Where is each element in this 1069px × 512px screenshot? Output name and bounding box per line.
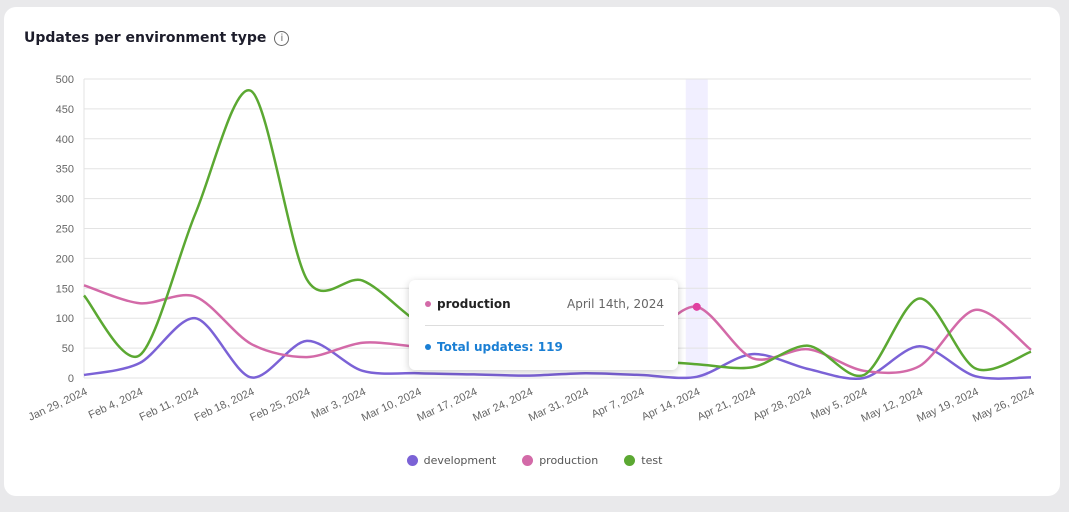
divider xyxy=(425,325,664,326)
x-tick-label: Feb 4, 2024 xyxy=(87,386,145,422)
y-tick-label: 150 xyxy=(56,283,74,295)
y-tick-label: 50 xyxy=(62,343,74,355)
total-dot xyxy=(425,344,431,350)
legend-production[interactable]: production xyxy=(522,454,598,467)
y-tick-label: 0 xyxy=(68,373,74,385)
tooltip-total: Total updates: 119 xyxy=(437,340,563,354)
x-tick-label: Feb 11, 2024 xyxy=(138,386,201,424)
x-tick-label: Mar 3, 2024 xyxy=(310,386,368,422)
y-tick-label: 200 xyxy=(56,253,74,265)
y-tick-label: 250 xyxy=(56,224,74,236)
x-tick-label: Jan 29, 2024 xyxy=(27,386,90,424)
x-tick-label: Mar 24, 2024 xyxy=(471,386,535,424)
legend-label: production xyxy=(539,454,599,467)
y-tick-label: 500 xyxy=(56,74,74,86)
x-tick-label: Mar 10, 2024 xyxy=(360,386,424,424)
x-tick-label: May 26, 2024 xyxy=(971,386,1036,425)
tooltip-date: April 14th, 2024 xyxy=(567,297,664,311)
x-tick-label: Mar 17, 2024 xyxy=(415,386,479,424)
tooltip-series: production xyxy=(437,297,511,311)
x-tick-label: Apr 28, 2024 xyxy=(751,386,813,424)
chart-tooltip: production April 14th, 2024 Total update… xyxy=(409,280,678,370)
x-tick-label: May 12, 2024 xyxy=(859,386,924,425)
x-tick-label: Mar 31, 2024 xyxy=(527,386,591,424)
chart-title-row: Updates per environment type i xyxy=(24,30,290,46)
series-line-development xyxy=(83,316,1032,380)
chart-card xyxy=(4,7,1060,496)
y-tick-label: 100 xyxy=(56,313,74,325)
y-tick-label: 450 xyxy=(56,104,74,116)
legend-swatch xyxy=(522,455,534,466)
legend-test[interactable]: test xyxy=(624,454,662,467)
x-tick-label: Apr 21, 2024 xyxy=(696,386,758,424)
legend-swatch xyxy=(624,455,636,466)
x-tick-label: Apr 14, 2024 xyxy=(640,386,702,424)
x-tick-label: Feb 25, 2024 xyxy=(248,386,312,424)
y-tick-label: 400 xyxy=(56,134,74,146)
series-dot xyxy=(425,301,431,307)
x-tick-label: Feb 18, 2024 xyxy=(193,386,257,424)
y-tick-label: 300 xyxy=(56,194,74,206)
legend-label: test xyxy=(641,454,663,467)
chart-title: Updates per environment type xyxy=(24,30,267,46)
info-icon[interactable]: i xyxy=(274,30,290,46)
y-tick-label: 350 xyxy=(56,164,74,176)
legend-development[interactable]: development xyxy=(406,454,497,467)
legend: development production test xyxy=(0,454,1069,467)
legend-swatch xyxy=(406,455,418,466)
legend-label: development xyxy=(423,454,497,467)
x-tick-label: Apr 7, 2024 xyxy=(590,386,647,421)
x-tick-label: May 19, 2024 xyxy=(915,386,980,425)
active-point xyxy=(692,302,701,311)
